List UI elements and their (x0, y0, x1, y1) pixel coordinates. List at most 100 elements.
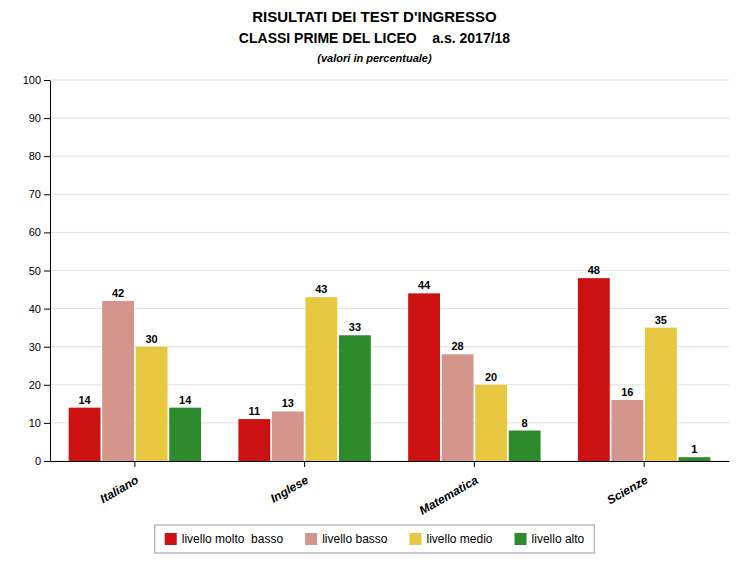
tick-label: 0 (35, 455, 41, 467)
grid-line (50, 80, 729, 81)
bar (169, 408, 201, 461)
data-label: 8 (522, 417, 528, 429)
y-tick: 100 (23, 74, 50, 86)
data-label: 14 (179, 394, 192, 406)
data-label: 30 (146, 333, 158, 345)
title: RISULTATI DEI TEST D'INGRESSO (252, 8, 497, 25)
y-tick: 30 (29, 341, 50, 353)
tick-mark (44, 423, 50, 424)
data-label: 48 (588, 264, 600, 276)
grid-line (50, 232, 729, 233)
legend-items: livello molto basso livello basso livello … (165, 532, 585, 546)
bar (611, 400, 643, 461)
bar (475, 385, 507, 461)
legend-swatch (165, 533, 177, 545)
x-tick: Italiano (98, 461, 141, 506)
grid-line (50, 156, 729, 157)
chart: RISULTATI DEI TEST D'INGRESSO CLASSI PRIM… (0, 0, 749, 581)
tick-mark (304, 461, 305, 467)
bar-series (136, 297, 677, 461)
y-tick: 10 (29, 417, 50, 429)
bar-series (69, 278, 610, 461)
tick-label: 50 (29, 265, 41, 277)
data-label: 42 (112, 287, 124, 299)
legend-swatch (305, 533, 317, 545)
data-label: 13 (282, 397, 294, 409)
data-label: 11 (249, 405, 261, 417)
bars (69, 278, 711, 461)
data-label: 28 (451, 340, 463, 352)
legend-item: livello molto basso (165, 532, 284, 546)
annotation: (valori in percentuale) (317, 52, 432, 64)
legend: livello molto basso livello basso livello … (155, 525, 595, 553)
bar (339, 335, 371, 461)
bar (678, 457, 710, 461)
x-tick: Matematica (417, 461, 481, 518)
bar (136, 347, 168, 461)
grid (50, 80, 729, 461)
legend-label: livello alto (532, 532, 585, 546)
legend-item: livello medio (410, 532, 493, 546)
axis-line (50, 81, 51, 462)
legend-swatch (410, 533, 422, 545)
bar (578, 278, 610, 461)
grid-line (50, 270, 729, 271)
y-tick: 90 (29, 112, 50, 124)
tick-label: Matematica (417, 473, 481, 518)
tick-mark (44, 385, 50, 386)
tick-label: 90 (29, 112, 41, 124)
bar-series (169, 335, 710, 461)
legend-label: livello basso (322, 532, 388, 546)
grid-line (50, 194, 729, 195)
tick-label: 60 (29, 226, 41, 238)
bar (509, 431, 541, 461)
tick-label: 100 (23, 74, 41, 86)
grid-line (50, 118, 729, 119)
legend-frame (155, 525, 595, 553)
plot: 1411444842132816304320351433810102030405… (23, 74, 730, 518)
data-labels: 141144484213281630432035143381 (78, 264, 697, 455)
tick-mark (44, 118, 50, 119)
legend-label: livello molto basso (182, 532, 284, 546)
data-label: 16 (621, 386, 633, 398)
subtitle: CLASSI PRIME DEL LICEO a.s. 2017/18 (239, 30, 510, 46)
y-tick: 80 (29, 150, 50, 162)
y-tick: 70 (29, 188, 50, 200)
x-tick: Inglese (268, 461, 311, 506)
data-label: 35 (655, 314, 667, 326)
y-tick: 20 (29, 379, 50, 391)
tick-label: 20 (29, 379, 41, 391)
tick-mark (44, 232, 50, 233)
tick-label: Inglese (268, 473, 311, 506)
legend-swatch (515, 533, 527, 545)
data-label: 43 (315, 283, 327, 295)
tick-label: Italiano (98, 473, 141, 506)
tick-label: 70 (29, 188, 41, 200)
data-label: 44 (418, 279, 431, 291)
tick-label: 30 (29, 341, 41, 353)
grid-line (50, 308, 729, 309)
legend-label: livello medio (427, 532, 493, 546)
data-label: 33 (349, 321, 361, 333)
tick-mark (44, 347, 50, 348)
bar (442, 354, 474, 461)
bar (272, 411, 304, 461)
y-tick: 60 (29, 226, 50, 238)
bar (238, 419, 270, 461)
data-label: 20 (485, 371, 497, 383)
axis-line (51, 461, 730, 462)
tick-label: Scienze (605, 473, 651, 508)
tick-mark (44, 461, 50, 462)
x-tick: Scienze (605, 461, 651, 507)
tick-mark (474, 461, 475, 467)
x-axis: Italiano Inglese Matematica Scienze (51, 461, 730, 518)
tick-mark (44, 309, 50, 310)
tick-mark (44, 194, 50, 195)
tick-mark (134, 461, 135, 467)
bar (305, 297, 337, 461)
y-axis: 0102030405060708090100 (23, 74, 51, 467)
bar (102, 301, 134, 461)
data-label: 1 (691, 443, 697, 455)
y-tick: 50 (29, 265, 50, 277)
tick-mark (44, 156, 50, 157)
